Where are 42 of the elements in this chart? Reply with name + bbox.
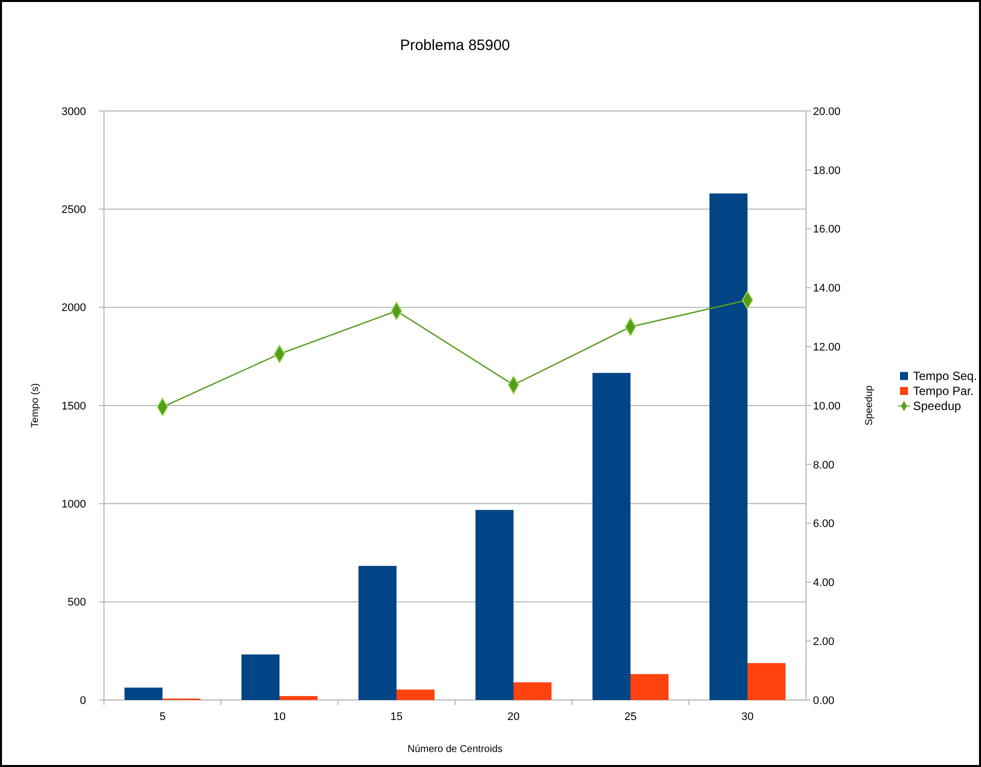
y2-tick-label: 6.00 <box>813 518 834 530</box>
x-tick-label: 30 <box>741 711 754 723</box>
y-tick-label: 2000 <box>62 302 86 314</box>
legend-label: Tempo Par. <box>913 384 974 398</box>
x-tick-label: 20 <box>507 711 520 723</box>
y2-tick-label: 2.00 <box>813 636 834 648</box>
bar <box>748 663 786 700</box>
y-tick-label: 1000 <box>62 498 86 511</box>
y2-tick-label: 18.00 <box>813 164 841 177</box>
x-tick-label: 15 <box>390 711 403 723</box>
y2-tick-label: 4.00 <box>813 577 834 590</box>
y2-axis-title: Speedup <box>864 385 875 426</box>
y-tick-label: 3000 <box>62 106 86 118</box>
y-axis-title: Tempo (s) <box>30 383 41 428</box>
y2-tick-label: 12.00 <box>813 341 841 354</box>
bar <box>241 654 280 700</box>
x-axis-title: Número de Centroids <box>407 744 503 755</box>
bar <box>124 688 162 700</box>
legend-label: Tempo Seq. <box>913 369 978 384</box>
chart-title: Problema 85900 <box>400 37 510 54</box>
bar <box>592 372 630 700</box>
y2-tick-label: 8.00 <box>813 459 834 472</box>
y-tick-label: 0 <box>80 694 86 707</box>
x-tick-label: 5 <box>159 711 166 723</box>
bar <box>475 510 514 700</box>
y-tick-label: 2500 <box>62 204 86 216</box>
y2-tick-label: 16.00 <box>813 224 841 236</box>
bar <box>709 193 748 700</box>
y-tick-label: 1500 <box>62 400 86 412</box>
legend-label: Speedup <box>913 399 962 414</box>
bar <box>630 674 669 700</box>
y2-tick-label: 20.00 <box>813 106 841 118</box>
y2-tick-label: 10.00 <box>813 400 841 412</box>
x-tick-label: 10 <box>273 711 286 723</box>
bar <box>514 682 552 700</box>
x-tick-label: 25 <box>624 711 637 723</box>
bar <box>358 566 396 700</box>
bar <box>396 690 435 700</box>
y2-tick-label: 0.00 <box>813 694 834 707</box>
bar <box>280 696 318 700</box>
y-tick-label: 500 <box>68 596 86 609</box>
y2-tick-label: 14.00 <box>813 282 841 295</box>
